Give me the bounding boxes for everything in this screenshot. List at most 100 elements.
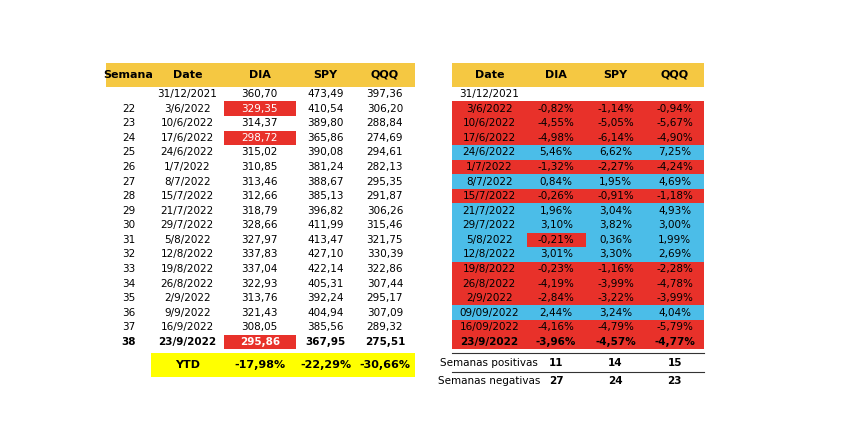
Bar bbox=[452, 262, 705, 276]
Text: 3,30%: 3,30% bbox=[599, 250, 632, 260]
Text: 388,67: 388,67 bbox=[308, 177, 344, 187]
Text: 381,24: 381,24 bbox=[308, 162, 344, 172]
Text: 274,69: 274,69 bbox=[366, 133, 403, 143]
Text: 26/8/2022: 26/8/2022 bbox=[462, 279, 516, 288]
Text: 322,93: 322,93 bbox=[241, 279, 278, 288]
Text: 15/7/2022: 15/7/2022 bbox=[462, 191, 516, 201]
Text: 3,10%: 3,10% bbox=[540, 220, 573, 230]
Text: 21/7/2022: 21/7/2022 bbox=[161, 206, 214, 216]
Bar bbox=[526, 232, 586, 247]
Text: 282,13: 282,13 bbox=[366, 162, 403, 172]
Text: 328,66: 328,66 bbox=[241, 220, 278, 230]
Text: Date: Date bbox=[474, 69, 504, 80]
Text: 2/9/2022: 2/9/2022 bbox=[164, 293, 211, 303]
Text: 410,54: 410,54 bbox=[308, 104, 343, 114]
Text: 5/8/2022: 5/8/2022 bbox=[164, 235, 211, 245]
Text: -4,79%: -4,79% bbox=[597, 323, 634, 333]
Text: 306,20: 306,20 bbox=[367, 104, 403, 114]
Text: Semana: Semana bbox=[104, 69, 154, 80]
Text: -3,22%: -3,22% bbox=[597, 293, 634, 303]
Text: -0,82%: -0,82% bbox=[538, 104, 575, 114]
Text: -1,14%: -1,14% bbox=[597, 104, 634, 114]
Text: -2,84%: -2,84% bbox=[538, 293, 575, 303]
Text: SPY: SPY bbox=[604, 69, 627, 80]
Text: 1,95%: 1,95% bbox=[599, 177, 632, 187]
Text: -4,78%: -4,78% bbox=[656, 279, 694, 288]
Text: -4,19%: -4,19% bbox=[538, 279, 575, 288]
Text: 427,10: 427,10 bbox=[308, 250, 343, 260]
Text: -2,27%: -2,27% bbox=[597, 162, 634, 172]
Text: 24/6/2022: 24/6/2022 bbox=[161, 147, 214, 157]
Text: 24/6/2022: 24/6/2022 bbox=[462, 147, 516, 157]
Text: 16/9/2022: 16/9/2022 bbox=[161, 323, 214, 333]
Text: 26/8/2022: 26/8/2022 bbox=[161, 279, 214, 288]
Text: 3/6/2022: 3/6/2022 bbox=[466, 104, 513, 114]
Text: -2,28%: -2,28% bbox=[656, 264, 694, 274]
Text: 308,05: 308,05 bbox=[241, 323, 278, 333]
Text: 3,04%: 3,04% bbox=[599, 206, 632, 216]
Text: 385,13: 385,13 bbox=[308, 191, 344, 201]
Text: 0,84%: 0,84% bbox=[540, 177, 573, 187]
Bar bbox=[452, 232, 705, 247]
Text: 298,72: 298,72 bbox=[241, 133, 278, 143]
Text: 4,69%: 4,69% bbox=[658, 177, 691, 187]
Text: 5/8/2022: 5/8/2022 bbox=[466, 235, 513, 245]
Text: 12/8/2022: 12/8/2022 bbox=[161, 250, 214, 260]
Text: 367,95: 367,95 bbox=[305, 337, 346, 347]
Text: -4,55%: -4,55% bbox=[538, 118, 575, 128]
Text: 8/7/2022: 8/7/2022 bbox=[466, 177, 513, 187]
Bar bbox=[452, 335, 705, 349]
Text: 307,44: 307,44 bbox=[366, 279, 403, 288]
Text: QQQ: QQQ bbox=[660, 69, 689, 80]
Text: 32: 32 bbox=[122, 250, 135, 260]
Text: 3,82%: 3,82% bbox=[599, 220, 632, 230]
Text: 7,25%: 7,25% bbox=[658, 147, 691, 157]
Text: DIA: DIA bbox=[249, 69, 270, 80]
Bar bbox=[452, 218, 705, 232]
Text: 23: 23 bbox=[667, 376, 682, 386]
Text: 389,80: 389,80 bbox=[308, 118, 343, 128]
Text: 6,62%: 6,62% bbox=[599, 147, 632, 157]
Text: 404,94: 404,94 bbox=[308, 308, 343, 318]
Text: -30,66%: -30,66% bbox=[360, 361, 411, 371]
Text: 396,82: 396,82 bbox=[308, 206, 344, 216]
Text: -0,91%: -0,91% bbox=[597, 191, 634, 201]
Text: -6,14%: -6,14% bbox=[597, 133, 634, 143]
Text: 307,09: 307,09 bbox=[367, 308, 403, 318]
Text: 313,76: 313,76 bbox=[241, 293, 278, 303]
Text: 14: 14 bbox=[608, 357, 623, 368]
Bar bbox=[452, 160, 705, 174]
Text: -1,18%: -1,18% bbox=[656, 191, 694, 201]
Text: 295,86: 295,86 bbox=[240, 337, 280, 347]
Bar bbox=[452, 116, 705, 131]
Text: 9/9/2022: 9/9/2022 bbox=[164, 308, 211, 318]
Text: 36: 36 bbox=[122, 308, 135, 318]
Text: 2,44%: 2,44% bbox=[540, 308, 573, 318]
Bar bbox=[452, 131, 705, 145]
Bar bbox=[106, 62, 415, 87]
Text: 27: 27 bbox=[122, 177, 135, 187]
Text: -0,94%: -0,94% bbox=[656, 104, 693, 114]
Text: 397,36: 397,36 bbox=[366, 89, 403, 99]
Text: -1,16%: -1,16% bbox=[597, 264, 634, 274]
Text: 23/9/2022: 23/9/2022 bbox=[158, 337, 217, 347]
Bar bbox=[224, 101, 296, 116]
Text: 365,86: 365,86 bbox=[308, 133, 344, 143]
Bar bbox=[224, 335, 296, 349]
Text: 1,96%: 1,96% bbox=[540, 206, 573, 216]
Bar bbox=[452, 101, 705, 116]
Text: 15/7/2022: 15/7/2022 bbox=[161, 191, 214, 201]
Text: 29: 29 bbox=[122, 206, 135, 216]
Text: 0,36%: 0,36% bbox=[599, 235, 632, 245]
Text: -5,05%: -5,05% bbox=[597, 118, 634, 128]
Text: 10/6/2022: 10/6/2022 bbox=[161, 118, 214, 128]
Text: YTD: YTD bbox=[175, 361, 200, 371]
Text: -3,96%: -3,96% bbox=[536, 337, 576, 347]
Text: 315,46: 315,46 bbox=[366, 220, 403, 230]
Bar bbox=[452, 203, 705, 218]
Text: 312,66: 312,66 bbox=[241, 191, 278, 201]
Text: 2,69%: 2,69% bbox=[658, 250, 691, 260]
Text: 327,97: 327,97 bbox=[241, 235, 278, 245]
Text: 38: 38 bbox=[122, 337, 136, 347]
Text: 315,02: 315,02 bbox=[241, 147, 278, 157]
